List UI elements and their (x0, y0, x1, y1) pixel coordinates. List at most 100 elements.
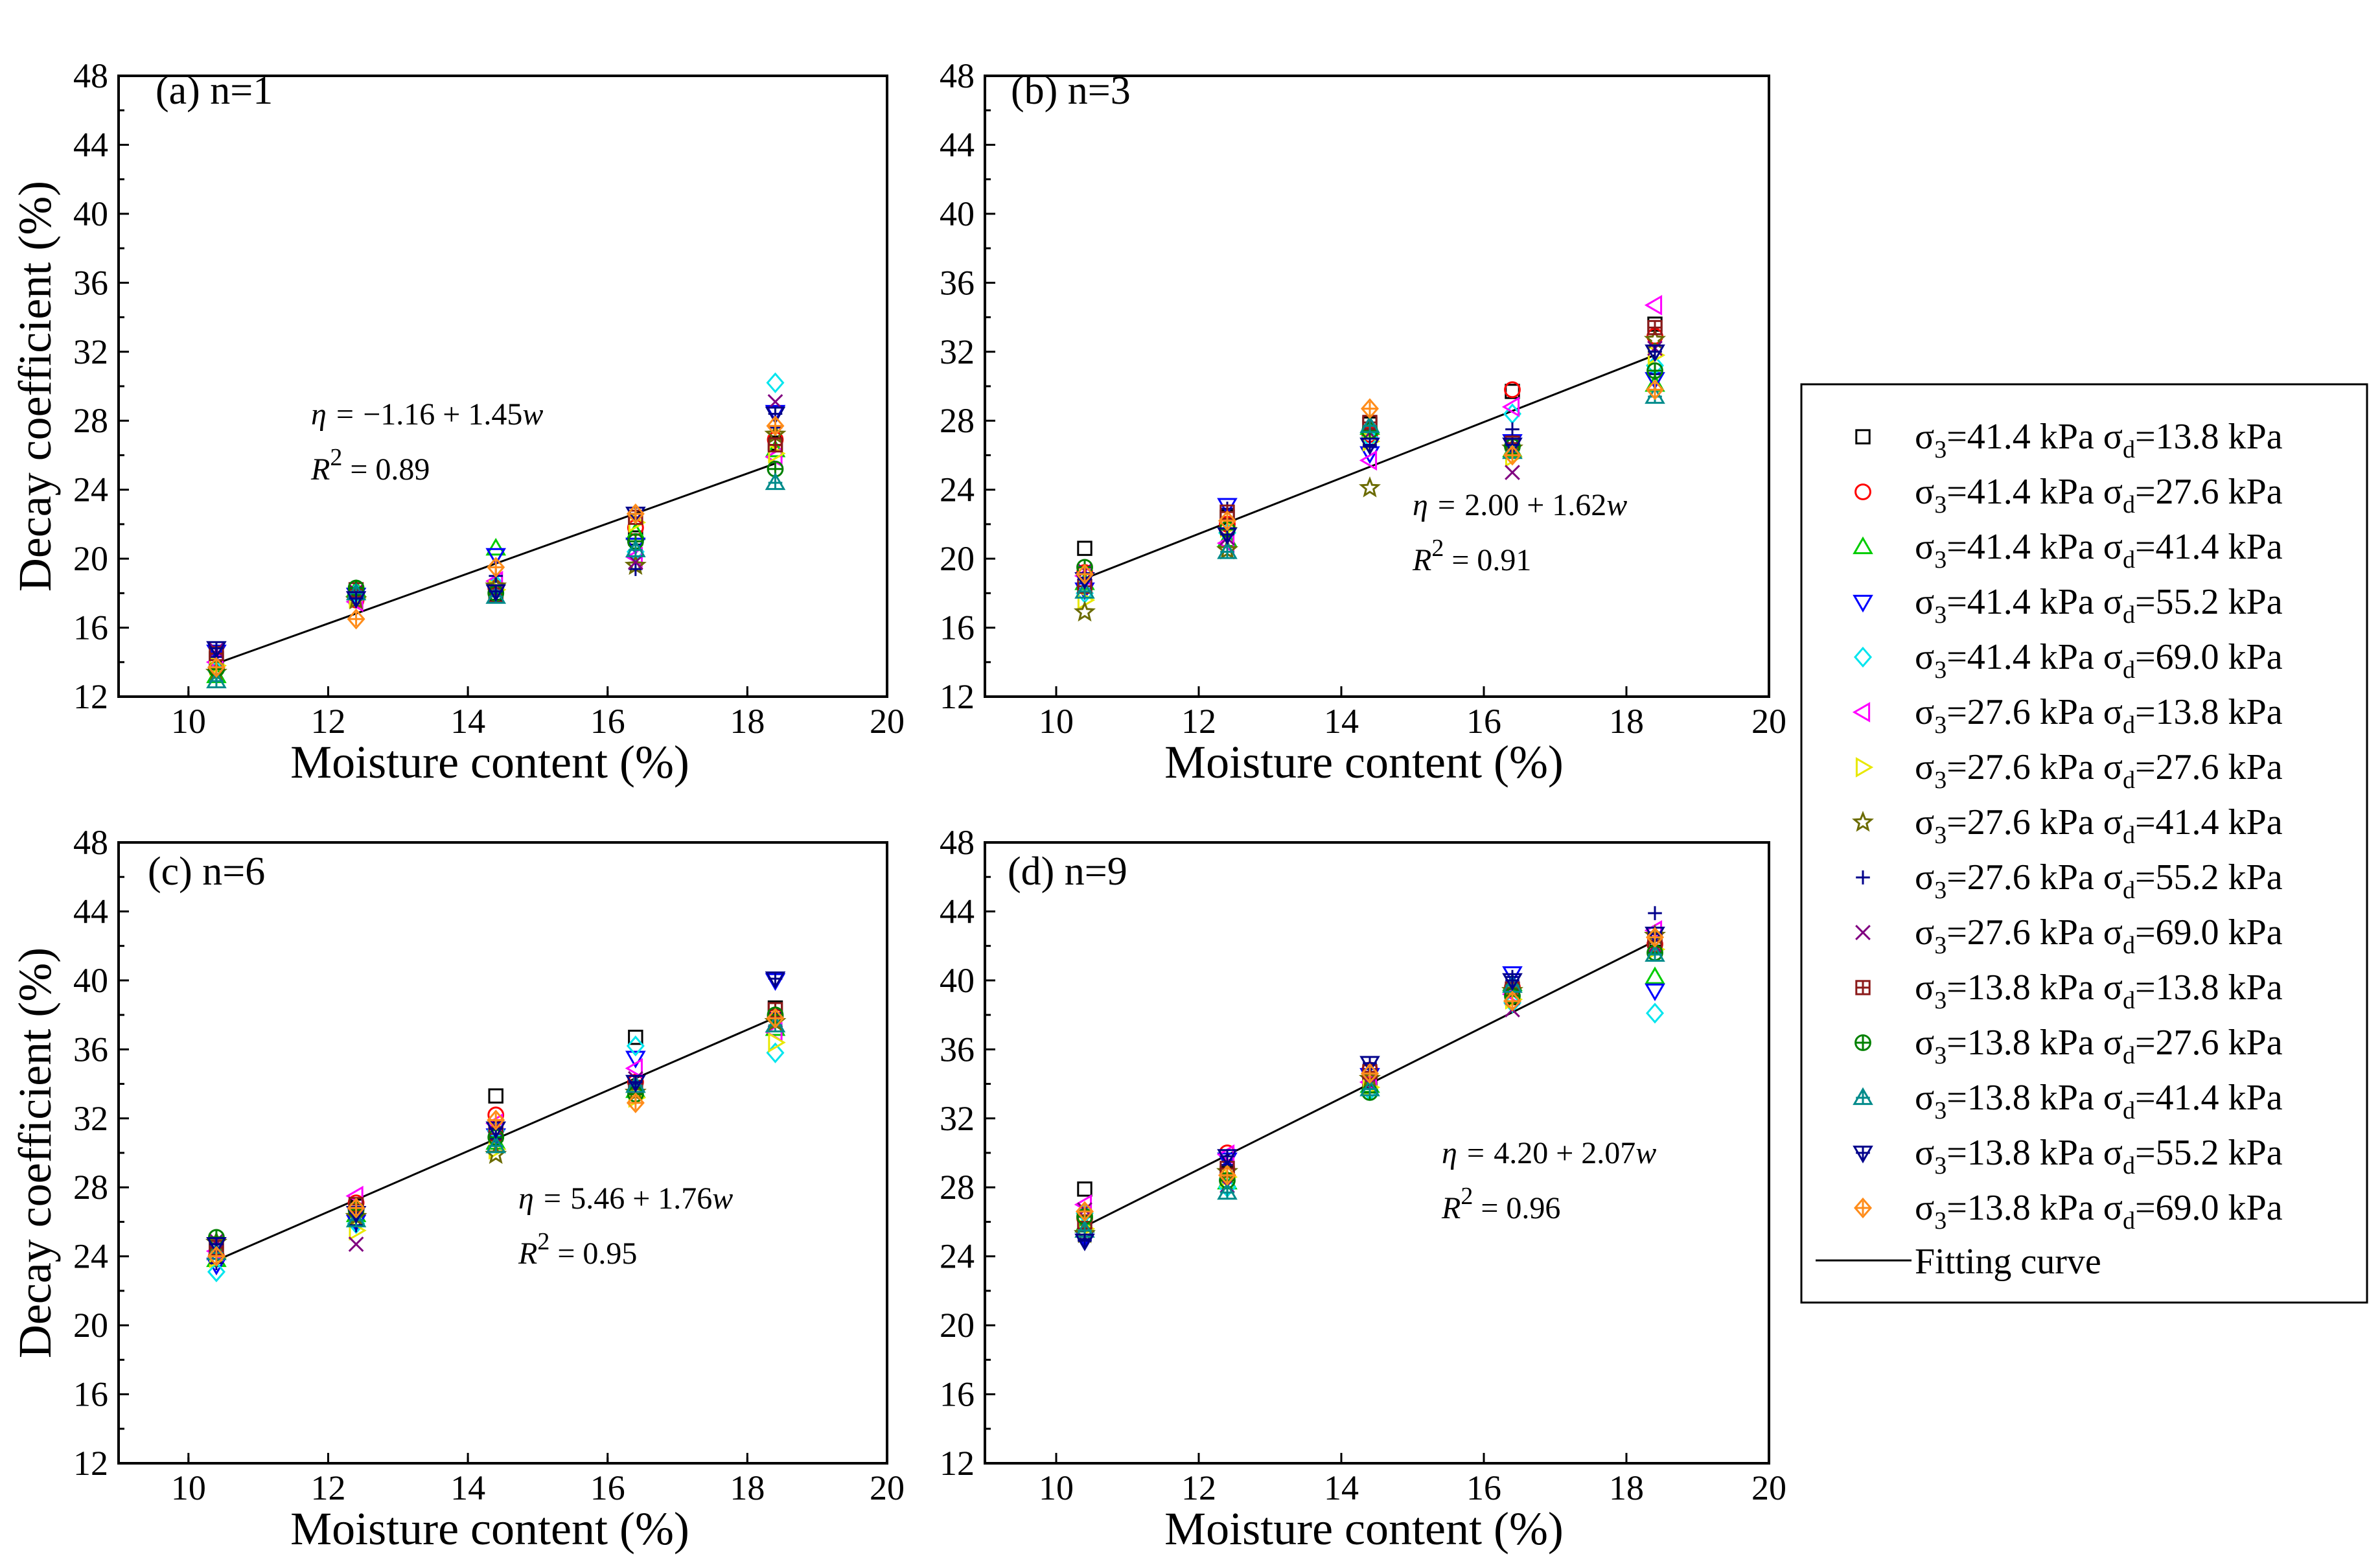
y-tick-label: 44 (940, 892, 975, 931)
x-tick-label: 18 (1609, 1468, 1644, 1507)
legend-label: σ3=41.4 kPa σd=41.4 kPa (1915, 527, 2283, 574)
fit-equation: η = 2.00 + 1.62w (1413, 488, 1627, 522)
data-point (765, 971, 786, 990)
y-tick-label: 32 (940, 332, 975, 371)
x-tick-label: 16 (1466, 1468, 1501, 1507)
y-tick-label: 48 (73, 56, 108, 95)
legend-marker (1853, 1145, 1873, 1164)
data-point (627, 554, 643, 570)
x-axis-title: Moisture content (%) (290, 736, 689, 788)
y-tick-label: 12 (73, 1444, 108, 1483)
data-point (1359, 415, 1380, 434)
data-point (766, 1008, 785, 1029)
x-tick-label: 16 (590, 1468, 625, 1507)
y-tick-label: 20 (73, 539, 108, 578)
y-tick-label: 40 (73, 194, 108, 233)
legend-marker (1852, 811, 1874, 832)
data-point (1505, 422, 1519, 437)
fit-equation: η = 4.20 + 2.07w (1442, 1136, 1656, 1170)
legend-item: σ3=13.8 kPa σd=69.0 kPa (1854, 1188, 2283, 1235)
data-point (1218, 1165, 1236, 1186)
legend-label: σ3=13.8 kPa σd=69.0 kPa (1915, 1188, 2283, 1235)
legend-box (1800, 383, 2368, 1304)
data-point (1648, 906, 1662, 920)
y-tick-label: 24 (73, 1237, 108, 1276)
y-tick-label: 48 (73, 823, 108, 862)
y-axis-title: Decay coefficient (%) (9, 947, 61, 1358)
y-tick-label: 12 (940, 1444, 975, 1483)
legend-marker (1855, 757, 1874, 778)
data-point (1502, 973, 1523, 991)
panel-label: (c) n=6 (148, 850, 265, 894)
fit-r-squared: R2 = 0.96 (1441, 1183, 1560, 1225)
y-tick-label: 20 (940, 1306, 975, 1345)
legend-item: σ3=27.6 kPa σd=69.0 kPa (1855, 912, 2283, 959)
x-tick-label: 14 (1324, 702, 1359, 741)
y-tick-label: 12 (73, 677, 108, 716)
data-point (1218, 510, 1236, 531)
data-point (625, 1050, 646, 1069)
data-point (1074, 600, 1096, 622)
y-tick-label: 16 (73, 1375, 108, 1414)
y-tick-label: 36 (73, 263, 108, 302)
data-point (768, 1032, 786, 1053)
y-tick-label: 20 (940, 539, 975, 578)
chart-panel-2: 10 12 14 16 18 20 12 16 20 24 28 32 36 40 44 48 Moisture… (940, 56, 1786, 788)
y-tick-label: 28 (940, 401, 975, 440)
data-point (1076, 563, 1094, 585)
data-point (1504, 381, 1521, 399)
data-point (1646, 927, 1664, 948)
data-point (767, 437, 783, 453)
data-point (1646, 1003, 1664, 1024)
legend-item: σ3=27.6 kPa σd=13.8 kPa (1852, 692, 2283, 739)
data-point (1076, 1201, 1094, 1222)
legend-marker (1854, 1197, 1872, 1219)
x-tick-label: 14 (450, 702, 485, 741)
legend-marker (1853, 536, 1873, 555)
series-15 (1076, 379, 1664, 585)
panel-label: (b) n=3 (1011, 69, 1131, 113)
data-point (1361, 398, 1379, 419)
data-point (626, 1035, 645, 1057)
data-point (206, 1236, 227, 1255)
y-tick-label: 40 (940, 194, 975, 233)
legend-marker (1855, 980, 1871, 995)
data-point (625, 1074, 646, 1093)
legend-label: σ3=27.6 kPa σd=41.4 kPa (1915, 802, 2283, 849)
x-tick-label: 14 (450, 1468, 485, 1507)
data-point (626, 1092, 645, 1113)
y-tick-label: 48 (940, 823, 975, 862)
y-tick-label: 16 (940, 609, 975, 647)
data-point (485, 548, 507, 566)
y-tick-label: 48 (940, 56, 975, 95)
fitting-curve (1084, 354, 1656, 580)
fit-r-squared: R2 = 0.89 (310, 444, 430, 487)
x-axis-title: Moisture content (%) (1164, 736, 1564, 788)
legend-marker (1854, 483, 1871, 500)
x-tick-label: 16 (590, 702, 625, 741)
data-point (626, 503, 645, 525)
x-tick-label: 12 (1181, 702, 1216, 741)
x-axis-title: Moisture content (%) (1164, 1503, 1564, 1555)
legend-marker (1855, 925, 1871, 940)
series-15 (207, 1008, 785, 1267)
y-tick-label: 16 (73, 609, 108, 647)
legend-label: σ3=13.8 kPa σd=55.2 kPa (1915, 1133, 2283, 1179)
x-axis-title: Moisture content (%) (290, 1503, 689, 1555)
x-tick-label: 12 (310, 702, 345, 741)
legend-marker (1854, 1034, 1871, 1051)
data-point (1359, 1078, 1380, 1096)
x-tick-label: 20 (1751, 702, 1786, 741)
legend-label: σ3=41.4 kPa σd=13.8 kPa (1915, 417, 2283, 463)
data-point (1359, 450, 1378, 471)
data-point (206, 641, 227, 659)
data-point (488, 1088, 503, 1104)
y-tick-label: 28 (73, 1168, 108, 1207)
fit-r-squared: R2 = 0.95 (518, 1228, 637, 1271)
legend-marker (1852, 702, 1871, 723)
data-point (1077, 1181, 1092, 1197)
data-point (1503, 990, 1521, 1012)
y-tick-label: 44 (73, 892, 108, 931)
data-point (347, 609, 365, 630)
